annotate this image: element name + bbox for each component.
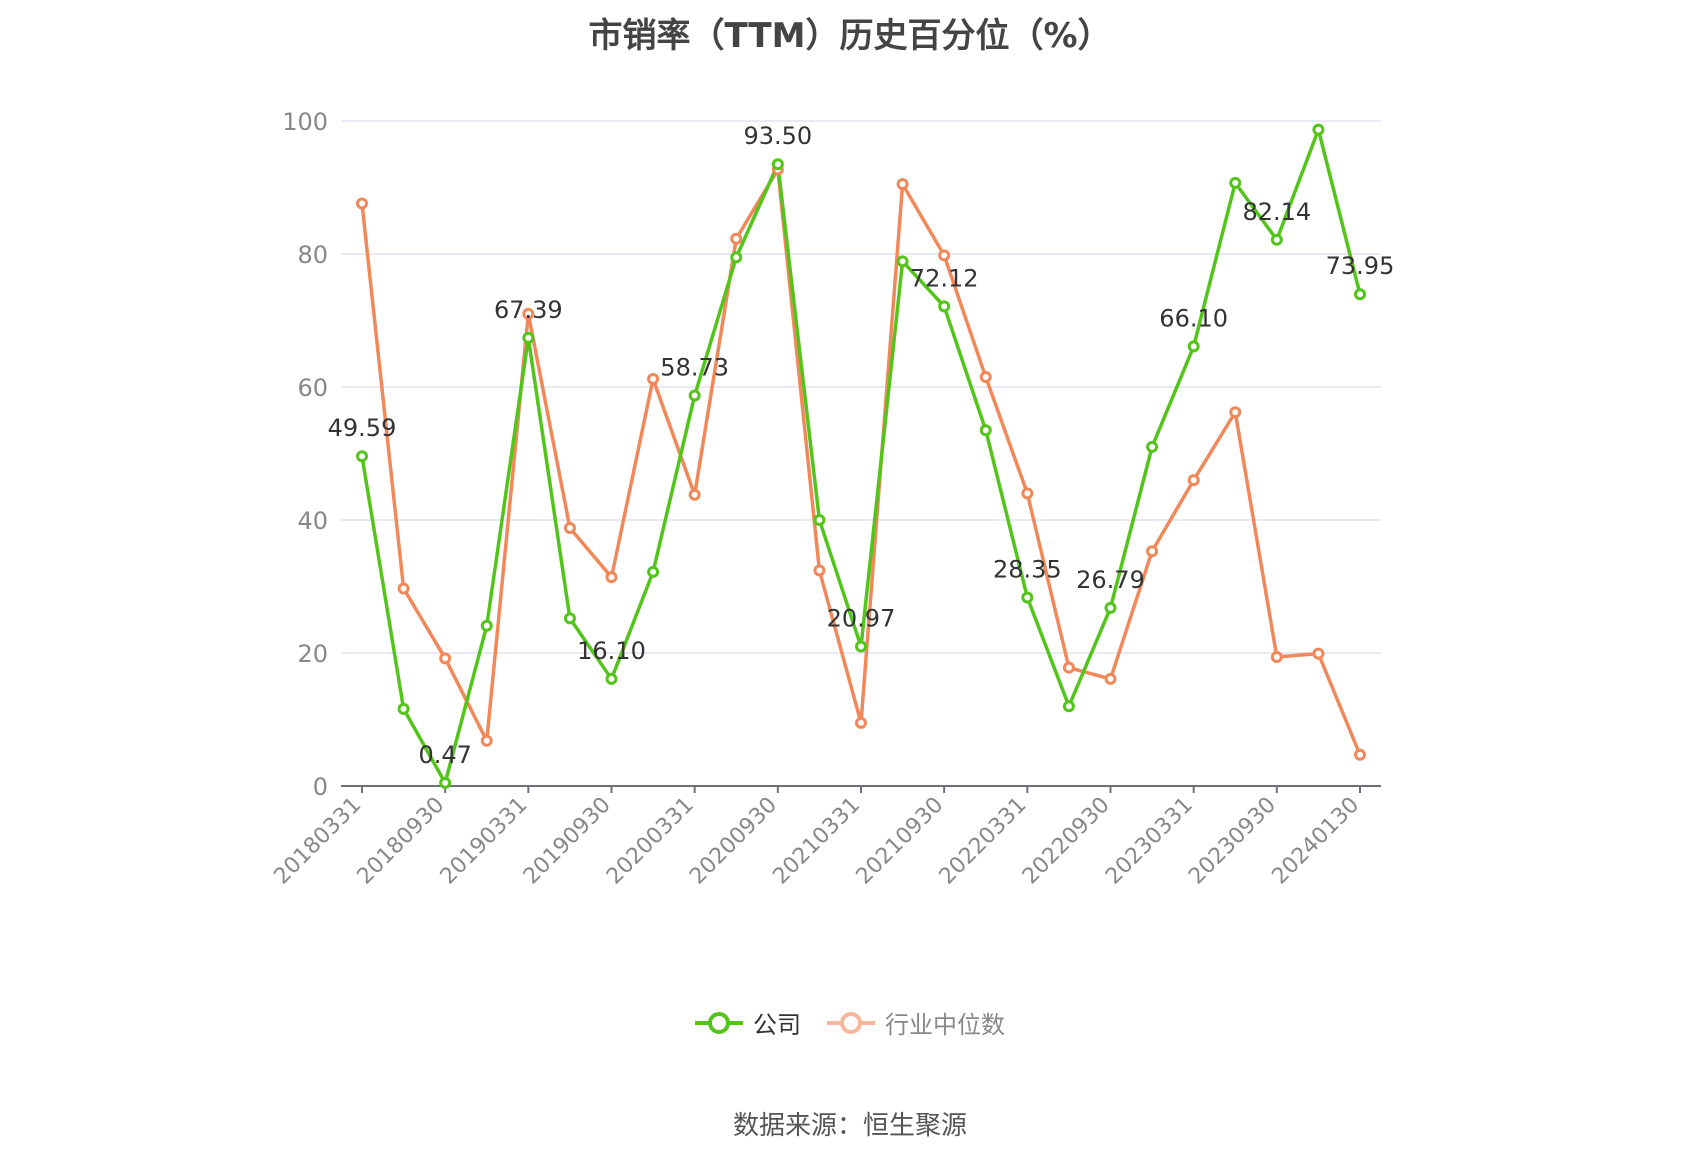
data-point-0 xyxy=(1354,288,1366,301)
data-point-1 xyxy=(563,521,576,534)
data-point-0 xyxy=(1229,176,1242,189)
data-points xyxy=(356,123,1366,789)
data-point-1 xyxy=(522,307,535,320)
data-point-0 xyxy=(896,255,909,268)
data-point-0 xyxy=(1062,700,1075,713)
data-label: 72.12 xyxy=(910,264,979,292)
y-tick-label: 80 xyxy=(297,241,328,269)
data-label: 66.10 xyxy=(1159,304,1228,332)
data-point-0 xyxy=(1312,123,1325,136)
data-point-0 xyxy=(563,612,576,625)
data-point-1 xyxy=(1312,647,1325,660)
data-point-1 xyxy=(855,716,867,729)
y-tick-label: 60 xyxy=(297,374,328,402)
y-tick-label: 0 xyxy=(313,773,328,801)
data-label: 28.35 xyxy=(993,555,1062,583)
x-tick-label: 20180331 xyxy=(269,793,366,890)
y-tick-label: 40 xyxy=(297,507,328,535)
legend-label-industry-median: 行业中位数 xyxy=(885,1011,1005,1039)
legend-label-company: 公司 xyxy=(753,1011,801,1039)
x-tick-label: 20200930 xyxy=(685,793,782,890)
data-label: 58.73 xyxy=(660,353,729,381)
data-label: 20.97 xyxy=(827,605,896,633)
legend: 公司 行业中位数 xyxy=(0,1005,1700,1040)
data-point-0 xyxy=(647,565,660,578)
data-point-1 xyxy=(1354,748,1366,761)
data-point-1 xyxy=(896,178,909,191)
data-point-1 xyxy=(1021,487,1034,500)
data-point-0 xyxy=(1104,601,1117,614)
data-point-1 xyxy=(397,582,410,595)
data-point-0 xyxy=(688,389,701,402)
data-label: 67.39 xyxy=(494,296,563,324)
data-point-1 xyxy=(356,197,368,210)
data-point-0 xyxy=(979,424,992,437)
data-point-0 xyxy=(938,300,951,313)
data-labels: 49.59 0.47 67.39 16.10 58.73 93.50 20.97 72.12 2… xyxy=(328,122,1395,769)
data-point-0 xyxy=(397,702,410,715)
source-note: 数据来源：恒生聚源 xyxy=(732,1111,967,1141)
data-point-0 xyxy=(1021,591,1034,604)
series-lines xyxy=(360,127,1362,785)
data-label: 49.59 xyxy=(328,414,397,442)
data-point-1 xyxy=(1104,672,1117,685)
legend-line-circle-icon xyxy=(695,1011,743,1034)
data-point-1 xyxy=(1229,406,1242,419)
data-point-1 xyxy=(1062,661,1075,674)
data-label: 93.50 xyxy=(743,122,812,150)
x-tick-label: 20200331 xyxy=(602,793,699,890)
x-tick-label: 20190331 xyxy=(436,793,533,890)
x-tick-label: 20220331 xyxy=(935,793,1032,890)
x-tick-label: 20210930 xyxy=(852,793,949,890)
x-tick-label: 20190930 xyxy=(519,793,616,890)
legend-item-industry-median[interactable]: 行业中位数 xyxy=(827,1005,1005,1040)
x-tick-label: 20210331 xyxy=(768,793,865,890)
data-point-1 xyxy=(938,249,951,262)
data-point-0 xyxy=(522,331,535,344)
data-point-1 xyxy=(439,652,452,665)
data-point-1 xyxy=(1270,650,1283,663)
x-tick-label: 20230331 xyxy=(1101,793,1198,890)
data-point-1 xyxy=(605,571,618,584)
data-label: 73.95 xyxy=(1326,252,1395,280)
data-point-0 xyxy=(480,619,493,632)
data-label: 82.14 xyxy=(1242,198,1311,226)
data-label: 16.10 xyxy=(577,637,646,665)
data-point-0 xyxy=(356,450,368,463)
data-point-0 xyxy=(1270,233,1283,246)
data-label: 26.79 xyxy=(1076,566,1145,594)
data-point-1 xyxy=(688,488,701,501)
data-point-0 xyxy=(1146,440,1159,453)
x-tick-label: 20220930 xyxy=(1018,793,1115,890)
axes: 0 20 40 60 80 100 2018033120180930201903312019… xyxy=(269,108,1381,889)
data-point-0 xyxy=(813,514,826,526)
legend-item-company[interactable]: 公司 xyxy=(695,1005,801,1040)
data-point-0 xyxy=(605,672,618,685)
data-point-0 xyxy=(439,776,452,789)
data-point-1 xyxy=(480,734,493,747)
data-label: 0.47 xyxy=(418,741,471,769)
data-point-0 xyxy=(730,251,743,264)
data-point-1 xyxy=(813,564,826,577)
data-point-1 xyxy=(979,371,992,384)
data-point-0 xyxy=(1187,340,1200,353)
data-point-0 xyxy=(855,640,867,653)
y-tick-label: 20 xyxy=(297,640,328,668)
chart-title: 市销率（TTM）历史百分位（%） xyxy=(588,16,1112,56)
data-point-1 xyxy=(1146,545,1159,558)
data-point-1 xyxy=(647,373,660,386)
x-tick-label: 20180930 xyxy=(353,793,450,890)
x-tick-label: 20230930 xyxy=(1184,793,1281,890)
data-point-0 xyxy=(771,158,784,171)
grid-lines xyxy=(341,120,1381,654)
data-point-1 xyxy=(1187,474,1200,487)
data-point-1 xyxy=(730,232,743,245)
x-tick-label: 20240130 xyxy=(1267,793,1364,890)
legend-line-circle-icon xyxy=(827,1011,875,1034)
y-tick-label: 100 xyxy=(282,108,328,136)
